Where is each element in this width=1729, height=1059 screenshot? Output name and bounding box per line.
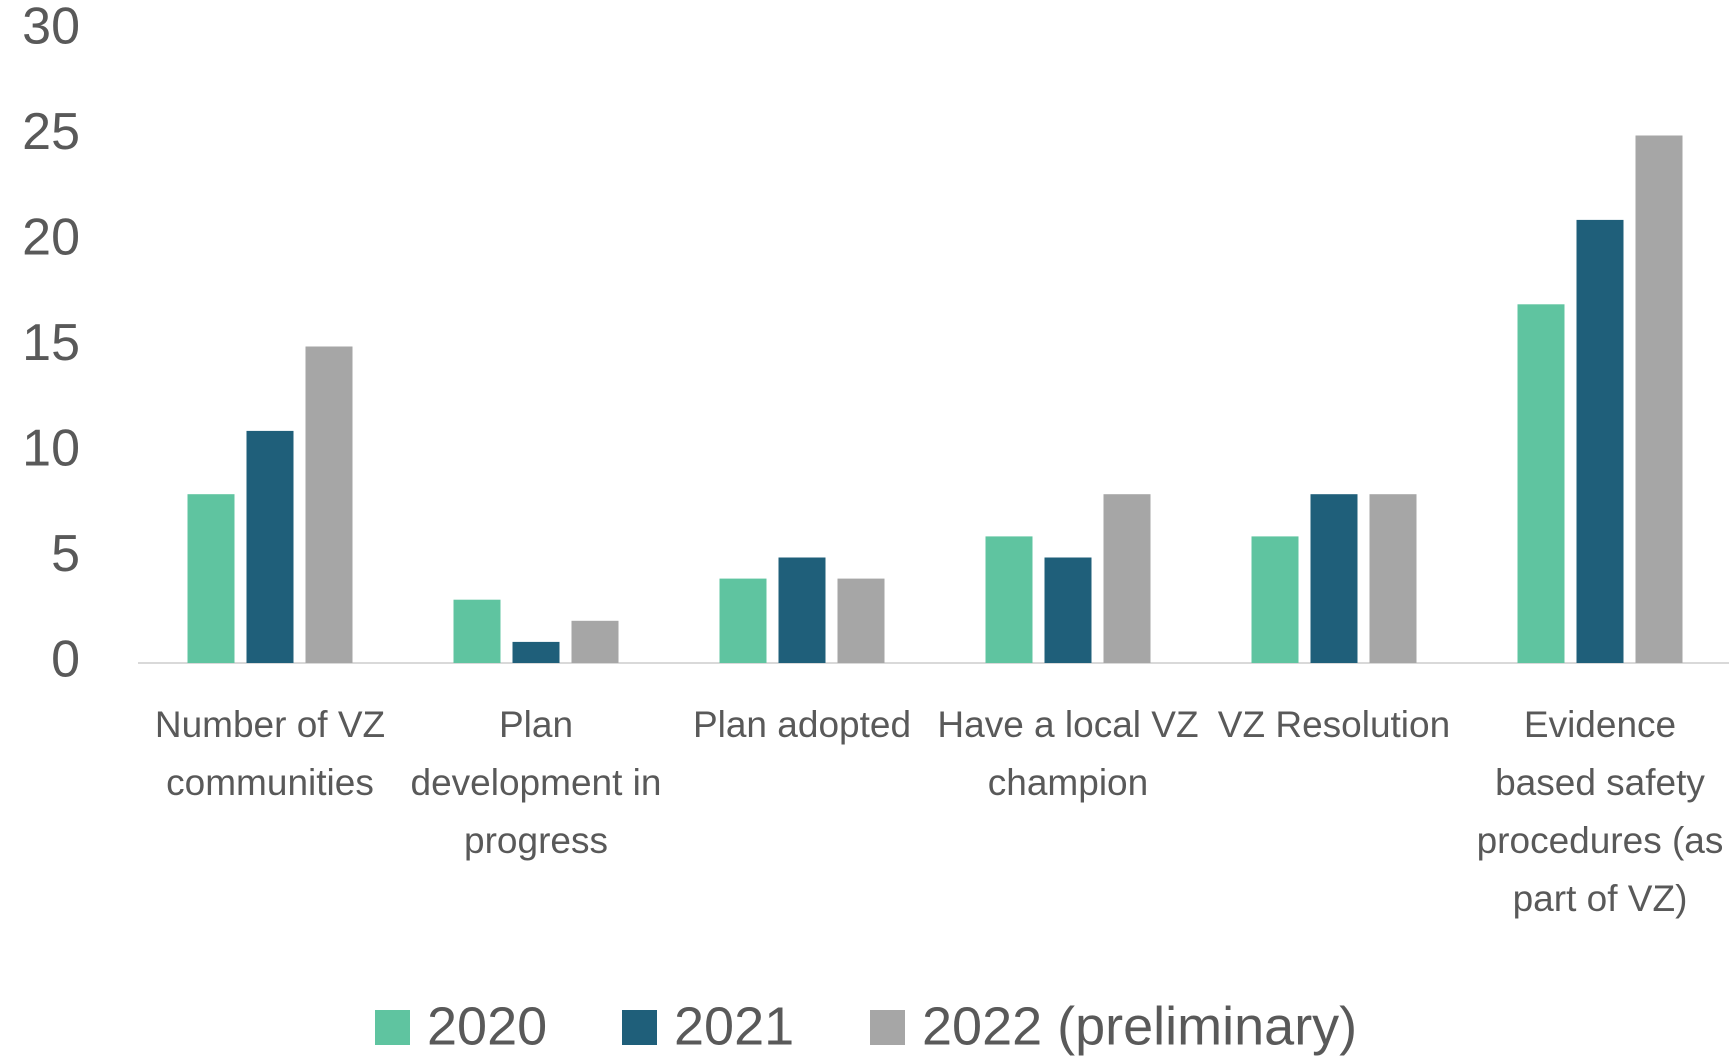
legend-swatch [622, 1010, 657, 1045]
y-tick-label: 5 [51, 525, 80, 583]
bar [778, 557, 826, 663]
x-tick-label: Have a local VZ champion [937, 704, 1199, 803]
x-tick-label: VZ Resolution [1217, 704, 1451, 745]
y-tick-label: 10 [22, 420, 80, 478]
legend-label: 2022 (preliminary) [922, 996, 1357, 1056]
bar [1251, 536, 1299, 663]
bar [1103, 494, 1151, 663]
bar [305, 346, 353, 663]
bar [985, 536, 1033, 663]
bar [719, 578, 767, 663]
bar [571, 620, 619, 663]
bar [1576, 219, 1624, 663]
legend-label: 2020 [427, 996, 547, 1056]
x-tick-label: Plan adopted [692, 704, 912, 745]
bar [187, 494, 235, 663]
x-tick-label: Plan development in progress [410, 704, 662, 861]
legend-swatch [870, 1010, 905, 1045]
y-tick-label: 15 [22, 314, 80, 372]
bar [837, 578, 885, 663]
bar [1044, 557, 1092, 663]
x-tick-label: Number of VZ communities [154, 704, 386, 803]
y-tick-label: 20 [22, 209, 80, 267]
bar [1369, 494, 1417, 663]
legend-swatch [375, 1010, 410, 1045]
bar [453, 599, 501, 663]
bar [246, 430, 294, 663]
legend-label: 2021 [674, 996, 794, 1056]
y-tick-label: 25 [22, 103, 80, 161]
bar [1310, 494, 1358, 663]
x-tick-label: Evidence based safety procedures (as par… [1476, 704, 1724, 919]
bar [512, 641, 560, 663]
y-tick-label: 0 [51, 631, 80, 689]
bar [1517, 304, 1565, 663]
bar [1635, 135, 1683, 663]
y-tick-label: 30 [22, 0, 80, 56]
